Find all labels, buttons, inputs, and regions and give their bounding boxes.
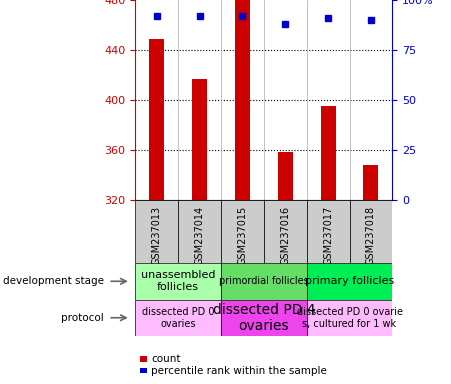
Bar xyxy=(307,300,392,336)
Text: GSM237014: GSM237014 xyxy=(194,206,205,265)
Bar xyxy=(321,106,336,200)
Text: GSM237017: GSM237017 xyxy=(323,206,333,265)
Bar xyxy=(235,0,250,200)
Text: dissected PD 0
ovaries: dissected PD 0 ovaries xyxy=(142,307,214,329)
Bar xyxy=(135,300,221,336)
Text: GSM237015: GSM237015 xyxy=(237,206,248,265)
Bar xyxy=(140,356,147,362)
Bar xyxy=(307,263,392,300)
Bar xyxy=(178,200,221,263)
Bar xyxy=(278,152,293,200)
Bar xyxy=(135,263,221,300)
Bar xyxy=(192,79,207,200)
Text: GSM237013: GSM237013 xyxy=(152,206,162,265)
Bar xyxy=(350,200,392,263)
Bar xyxy=(135,200,178,263)
Text: protocol: protocol xyxy=(61,313,104,323)
Bar xyxy=(307,200,350,263)
Bar xyxy=(149,39,164,200)
Text: dissected PD 4
ovaries: dissected PD 4 ovaries xyxy=(212,303,315,333)
Text: GSM237016: GSM237016 xyxy=(280,206,290,265)
Bar xyxy=(221,263,307,300)
Bar xyxy=(364,165,378,200)
Text: percentile rank within the sample: percentile rank within the sample xyxy=(151,366,327,376)
Text: GSM237018: GSM237018 xyxy=(366,206,376,265)
Text: primordial follicles: primordial follicles xyxy=(219,276,309,286)
Bar xyxy=(221,200,264,263)
Text: unassembled
follicles: unassembled follicles xyxy=(141,270,216,292)
Bar xyxy=(221,300,307,336)
Text: dissected PD 0 ovarie
s, cultured for 1 wk: dissected PD 0 ovarie s, cultured for 1 … xyxy=(296,307,403,329)
Bar xyxy=(264,200,307,263)
Text: count: count xyxy=(151,354,180,364)
Text: primary follicles: primary follicles xyxy=(305,276,394,286)
Bar xyxy=(140,368,147,373)
Text: development stage: development stage xyxy=(3,276,104,286)
